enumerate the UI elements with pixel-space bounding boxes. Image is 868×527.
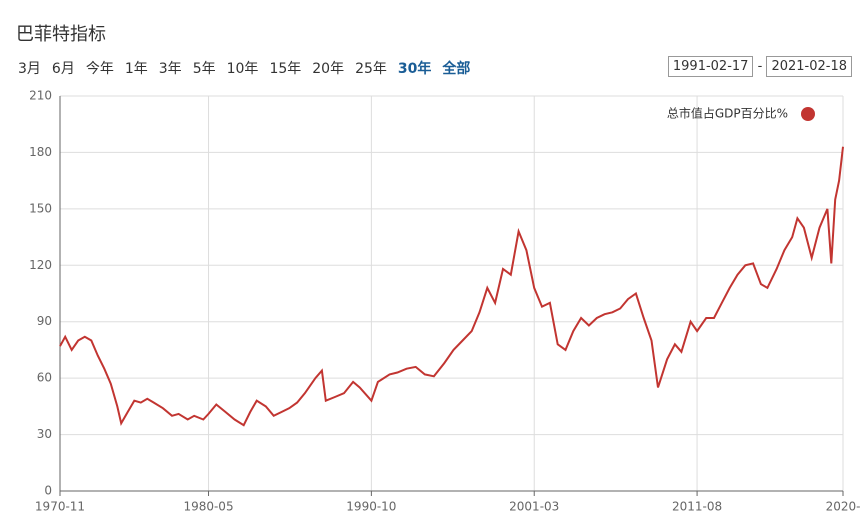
legend-label: 总市值占GDP百分比% (667, 106, 788, 121)
y-tick-label: 120 (29, 258, 52, 272)
x-tick-label: 2011-08 (672, 500, 722, 514)
x-tick-label: 2001-03 (509, 500, 559, 514)
y-tick-label: 60 (37, 371, 52, 385)
y-tick-label: 30 (37, 427, 52, 441)
range-button[interactable]: 15年 (269, 61, 302, 77)
page-title: 巴菲特指标 (16, 24, 106, 45)
y-tick-label: 150 (29, 201, 52, 215)
range-button[interactable]: 10年 (226, 61, 259, 77)
range-button[interactable]: 今年 (85, 61, 114, 77)
range-button[interactable]: 3月 (18, 61, 41, 77)
range-button[interactable]: 25年 (355, 61, 387, 77)
x-tick-label: 2020- (826, 500, 861, 514)
date-from[interactable]: 1991-02-17 (667, 56, 754, 77)
date-to[interactable]: 2021-02-18 (766, 56, 852, 77)
y-tick-label: 180 (29, 145, 52, 159)
date-separator: - (757, 59, 763, 74)
range-button[interactable]: 30年 (397, 61, 432, 77)
range-button[interactable]: 20年 (312, 61, 345, 77)
range-button[interactable]: 1年 (124, 61, 148, 77)
y-tick-label: 0 (44, 484, 52, 498)
range-button[interactable]: 全部 (442, 61, 471, 77)
range-button[interactable]: 5年 (192, 61, 216, 77)
y-tick-label: 210 (29, 89, 52, 103)
range-button[interactable]: 6月 (51, 61, 75, 77)
line-series (59, 146, 844, 427)
x-tick-label: 1970-11 (35, 500, 85, 514)
legend-marker (801, 107, 815, 121)
x-tick-label: 1980-05 (183, 500, 233, 514)
range-selector: 3月 6月 今年 1年 3年 5年 10年 15年 20年 25年 30年 全部 (18, 58, 481, 78)
range-button[interactable]: 3年 (158, 61, 182, 77)
y-tick-label: 90 (37, 314, 52, 328)
x-tick-label: 1990-10 (346, 500, 396, 514)
date-range: 1991-02-17 - 2021-02-18 (667, 56, 852, 77)
